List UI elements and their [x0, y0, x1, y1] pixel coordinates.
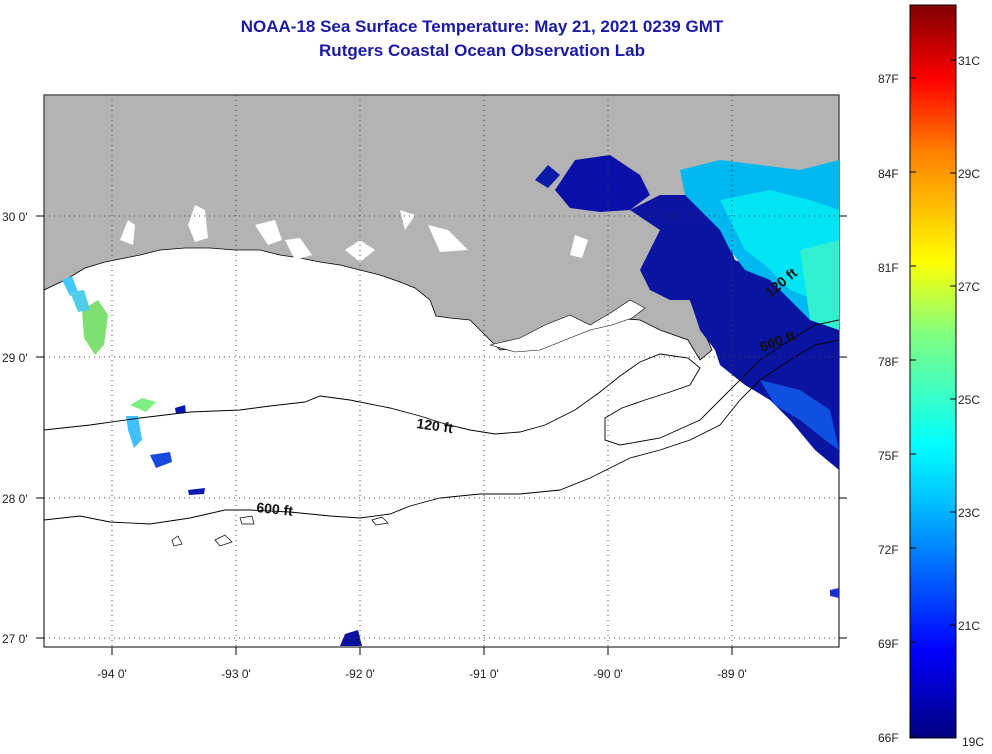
colorbar-ticks	[910, 59, 956, 739]
lat-label: 27 0'	[2, 632, 28, 646]
chart-subtitle: Rutgers Coastal Ocean Observation Lab	[319, 41, 645, 60]
colorbar-label-f: 69F	[878, 637, 899, 651]
colorbar-label-f: 84F	[878, 167, 899, 181]
graticule	[44, 95, 839, 647]
colorbar-label-f: 72F	[878, 543, 899, 557]
colorbar-label-c: 23C	[958, 506, 980, 520]
lake-4	[285, 238, 312, 260]
lake-2	[188, 205, 208, 242]
lat-label: 29 0'	[2, 351, 28, 365]
colorbar	[909, 4, 957, 739]
lake-6	[400, 210, 415, 230]
delta-fringe	[489, 299, 646, 353]
contour-label-600ft: 600 ft	[256, 499, 294, 519]
colorbar-label-f: 66F	[878, 731, 899, 745]
colorbar-label-c: 31C	[958, 54, 980, 68]
colorbar-label-c: 27C	[958, 280, 980, 294]
lat-label: 30 0'	[2, 210, 28, 224]
colorbar-label-f: 81F	[878, 261, 899, 275]
colorbar-label-c: 29C	[958, 167, 980, 181]
contour-120ft	[44, 319, 839, 446]
colorbar-label-c: 21C	[958, 619, 980, 633]
colorbar-label-c: 19C	[962, 735, 984, 749]
colorbar-label-f: 75F	[878, 449, 899, 463]
lake-8	[570, 235, 588, 258]
lon-label: -89 0'	[717, 667, 747, 681]
lon-label: -90 0'	[593, 667, 623, 681]
lon-label: -93 0'	[221, 667, 251, 681]
lake-1	[120, 220, 135, 245]
colorbar-label-c: 25C	[958, 393, 980, 407]
lon-label: -94 0'	[97, 667, 127, 681]
colorbar-label-f: 87F	[878, 72, 899, 86]
lon-label: -92 0'	[345, 667, 375, 681]
land-mass	[44, 95, 839, 361]
chart-title: NOAA-18 Sea Surface Temperature: May 21,…	[240, 17, 724, 36]
lat-label: 28 0'	[2, 492, 28, 506]
lake-3	[255, 220, 282, 245]
axis-ticks	[36, 215, 847, 655]
contour-label-120ft: 120 ft	[416, 415, 455, 436]
lake-7	[428, 225, 468, 252]
contour-600ft	[44, 339, 839, 525]
sst-east	[535, 155, 839, 598]
sst-west	[62, 276, 362, 646]
lon-label: -91 0'	[469, 667, 499, 681]
colorbar-label-f: 78F	[878, 355, 899, 369]
